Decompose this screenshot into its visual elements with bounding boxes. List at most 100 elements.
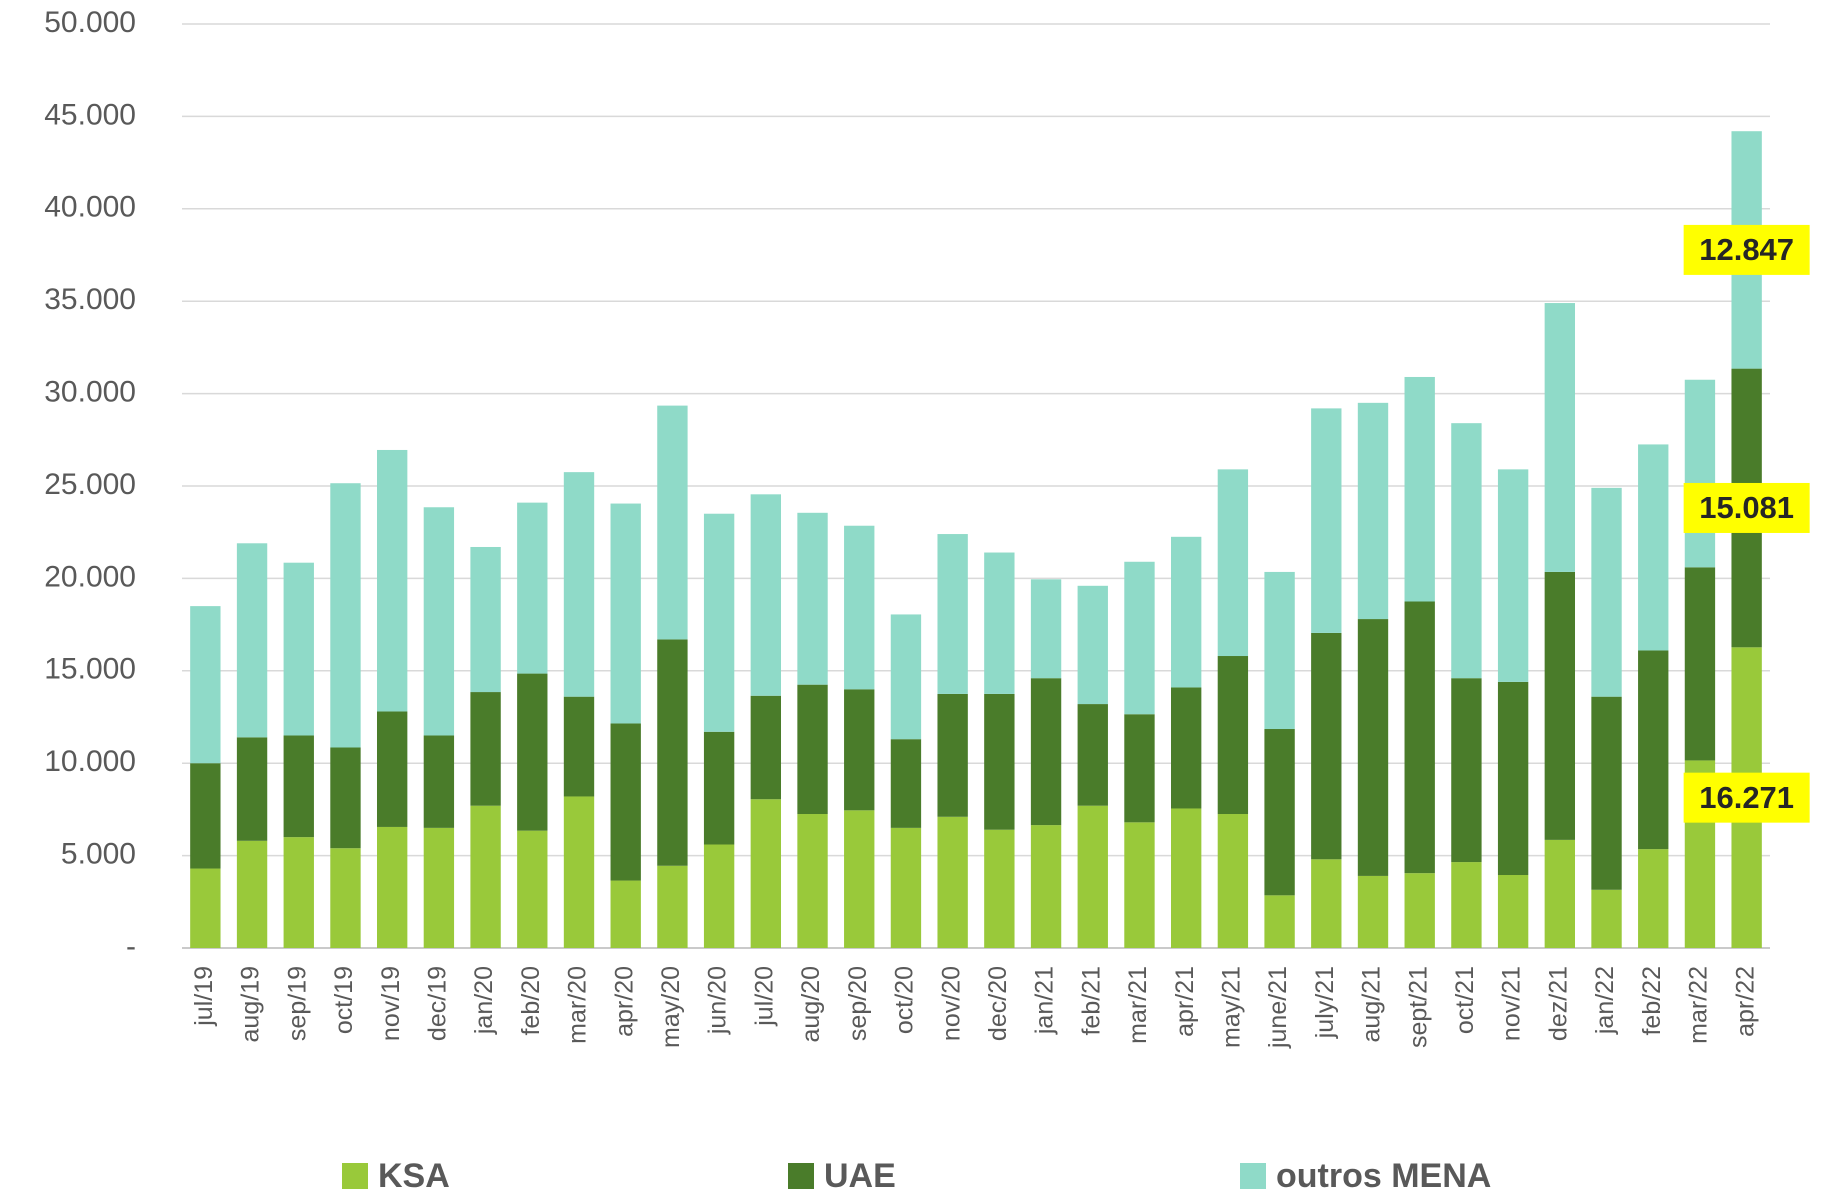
bar-segment [1497, 681, 1529, 876]
bar-segment [470, 692, 501, 806]
legend-label: KSA [378, 1157, 450, 1195]
bar-segment [1217, 469, 1249, 657]
bar-segment [1684, 567, 1716, 761]
bar-segment [1357, 402, 1389, 620]
bar-segment [190, 868, 221, 948]
bar-segment [1077, 805, 1108, 948]
bar-segment [1311, 632, 1342, 860]
y-tick-label: 25.000 [44, 468, 136, 501]
bar-segment [1497, 469, 1529, 682]
bar-segment [563, 472, 595, 697]
bar-segment [1077, 704, 1108, 806]
bar-segment [1451, 678, 1482, 863]
bar-segment [236, 543, 268, 738]
bar-segment [1030, 825, 1062, 948]
bar-segment [330, 747, 361, 849]
x-tick-label: july/21 [1311, 966, 1339, 1039]
bar-segment [1591, 696, 1622, 890]
bar-segment [1638, 444, 1669, 651]
bar-segment [657, 405, 688, 640]
bar-segment [1451, 423, 1482, 679]
bar-segment [797, 814, 828, 948]
bar-segment [657, 865, 688, 948]
bar-segment [1404, 601, 1435, 874]
bar-segment [1591, 889, 1622, 948]
bar-segment [1497, 875, 1529, 948]
legend-label: outros MENA [1276, 1157, 1491, 1195]
bar-segment [190, 606, 221, 764]
bar-segment [330, 848, 361, 948]
bar-segment [937, 693, 968, 817]
bar-segment [1311, 859, 1342, 948]
bar-segment [937, 534, 968, 694]
bar-segment [1264, 895, 1295, 948]
x-tick-label: dez/21 [1544, 966, 1572, 1041]
x-tick-label: aug/21 [1358, 966, 1386, 1042]
bar-segment [1170, 808, 1202, 948]
bar-segment [563, 696, 595, 797]
bar-segment [1404, 873, 1435, 948]
x-tick-label: oct/19 [330, 966, 358, 1034]
bar-segment [1544, 303, 1576, 572]
bar-segment [984, 693, 1015, 830]
y-tick-label: 30.000 [44, 376, 136, 409]
bar-segment [1077, 585, 1108, 705]
bar-segment [797, 512, 828, 685]
bar-segment [517, 673, 548, 831]
x-tick-label: jan/21 [1031, 966, 1059, 1035]
bar-segment [890, 827, 922, 948]
x-tick-label: may/21 [1217, 966, 1245, 1048]
bar-segment [844, 689, 875, 811]
bar-segment [1030, 678, 1062, 826]
bar-segment [750, 494, 782, 696]
bar-segment [1124, 714, 1155, 823]
bar-segment [610, 503, 641, 724]
bar-segment [750, 799, 782, 948]
bar-segment [1124, 822, 1155, 948]
x-tick-label: dec/20 [984, 966, 1012, 1041]
x-tick-label: june/21 [1264, 966, 1292, 1049]
bar-segment [470, 546, 501, 693]
bar-segment [1357, 619, 1389, 876]
bar-segment [1264, 729, 1295, 896]
y-tick-label: 45.000 [44, 98, 136, 131]
bar-segment [1638, 650, 1669, 850]
bar-segment [1544, 571, 1576, 840]
bar-segment [1404, 376, 1435, 602]
x-tick-label: feb/21 [1077, 966, 1105, 1036]
data-label-box [1683, 772, 1810, 823]
legend-swatch [788, 1163, 814, 1189]
legend-swatch [1240, 1163, 1266, 1189]
x-tick-label: jun/20 [704, 966, 732, 1035]
x-tick-label: apr/22 [1731, 966, 1759, 1037]
x-tick-label: nov/19 [377, 966, 405, 1041]
bar-segment [283, 837, 314, 948]
bar-segment [236, 737, 268, 841]
bar-segment [423, 507, 455, 736]
bar-segment [1264, 571, 1295, 730]
bar-segment [890, 614, 922, 740]
bar-segment [984, 552, 1015, 694]
x-tick-label: aug/19 [237, 966, 265, 1042]
x-tick-label: nov/20 [937, 966, 965, 1041]
bar-segment [330, 483, 361, 748]
bar-segment [610, 880, 641, 948]
x-tick-label: jul/19 [190, 966, 218, 1027]
x-tick-label: mar/21 [1124, 966, 1152, 1044]
x-tick-label: sep/19 [283, 966, 311, 1041]
bar-segment [703, 844, 735, 948]
bar-segment [1357, 875, 1389, 948]
x-tick-label: jan/20 [470, 966, 498, 1035]
bar-segment [283, 735, 314, 838]
bar-segment [937, 816, 968, 948]
y-tick-label: 10.000 [44, 745, 136, 778]
bar-segment [610, 723, 641, 881]
bar-segment [517, 830, 548, 948]
y-tick-label: - [126, 930, 136, 963]
bar-segment [423, 827, 455, 948]
x-tick-label: oct/21 [1451, 966, 1479, 1034]
bar-segment [423, 735, 455, 828]
bar-segment [1311, 408, 1342, 633]
x-tick-label: may/20 [657, 966, 685, 1048]
